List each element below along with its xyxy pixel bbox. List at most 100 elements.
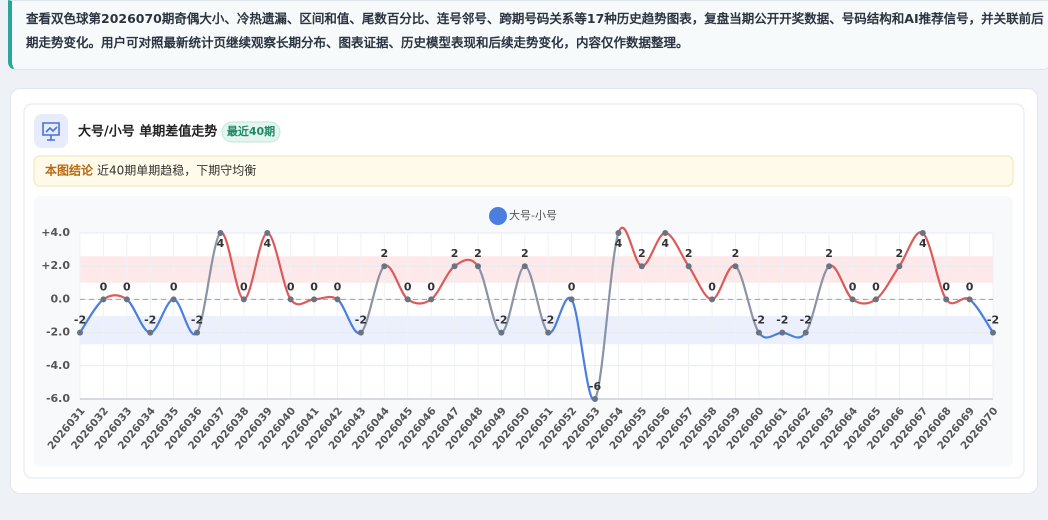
point: [334, 296, 341, 303]
point: [755, 329, 762, 336]
point: [615, 230, 622, 236]
point: [240, 296, 247, 303]
value-label: 0: [100, 280, 108, 293]
point: [194, 329, 201, 336]
value-label: -2: [753, 314, 765, 327]
value-label: -2: [144, 314, 156, 327]
value-label: 0: [310, 280, 318, 293]
value-label: 2: [896, 247, 904, 260]
point: [990, 329, 996, 336]
icon-bg: [34, 114, 68, 148]
value-label: 0: [849, 280, 857, 293]
value-label: -6: [589, 380, 602, 393]
value-label: 0: [942, 280, 950, 293]
point: [498, 329, 505, 336]
point: [545, 329, 552, 336]
point: [966, 296, 973, 303]
y-tick-label: +2.0: [41, 259, 70, 272]
value-label: 0: [708, 280, 716, 293]
value-label: 4: [263, 237, 271, 250]
value-label: 0: [404, 280, 412, 293]
conclusion-label: 本图结论: [45, 163, 94, 178]
value-label: 2: [381, 247, 389, 260]
point: [849, 296, 856, 303]
value-label: 4: [661, 237, 669, 250]
legend-swatch: [489, 207, 507, 225]
point: [685, 263, 692, 270]
point: [896, 263, 903, 270]
line-segment: [196, 232, 222, 334]
band: [80, 316, 993, 345]
value-label: 4: [217, 237, 225, 250]
banner: 查看双色球第2026070期奇偶大小、冷热遗漏、区间和值、尾数百分比、连号邻号、…: [8, 0, 1048, 70]
line-segment: [360, 265, 386, 334]
badge-bg: [221, 121, 281, 143]
point: [474, 263, 481, 270]
point: [123, 296, 130, 303]
point: [311, 296, 318, 303]
point: [428, 296, 435, 303]
badge: 最近40期: [227, 124, 275, 138]
point: [521, 263, 528, 270]
point: [826, 263, 833, 270]
point: [381, 263, 388, 270]
point: [872, 296, 879, 303]
y-tick-label: -2.0: [46, 326, 70, 339]
point: [217, 230, 224, 236]
y-tick-label: -4.0: [46, 359, 70, 372]
value-label: -2: [495, 314, 507, 327]
point: [100, 296, 107, 303]
point: [638, 263, 645, 270]
point: [451, 263, 458, 270]
value-label: -2: [191, 314, 203, 327]
point: [170, 296, 177, 303]
point: [709, 296, 716, 303]
legend-label: 大号-小号: [509, 208, 557, 222]
point: [357, 329, 364, 336]
point: [404, 296, 411, 303]
point: [77, 329, 83, 336]
value-label: 2: [825, 247, 833, 260]
value-label: 4: [919, 237, 927, 250]
point: [732, 263, 739, 270]
value-label: -2: [987, 314, 999, 327]
value-label: 4: [615, 237, 623, 250]
value-label: 0: [334, 280, 342, 293]
value-label: 0: [966, 280, 974, 293]
value-label: -2: [542, 314, 554, 327]
value-label: 0: [123, 280, 131, 293]
conclusion: 近40期单期趋稳，下期守均衡: [97, 163, 256, 178]
value-label: -2: [74, 314, 86, 327]
value-label: 2: [474, 247, 482, 260]
line-segment: [921, 232, 948, 301]
y-tick-label: +4.0: [41, 226, 70, 239]
value-label: 2: [451, 247, 459, 260]
y-tick-label: 0.0: [51, 292, 71, 305]
point: [568, 296, 575, 303]
value-label: -2: [800, 314, 812, 327]
value-label: 0: [240, 280, 248, 293]
point: [802, 329, 809, 336]
value-label: 0: [170, 280, 178, 293]
point: [943, 296, 950, 303]
icon: [42, 122, 60, 141]
band: [80, 256, 993, 283]
value-label: -2: [776, 314, 788, 327]
value-label: 0: [872, 280, 880, 293]
value-label: -2: [355, 314, 367, 327]
value-label: 2: [638, 247, 646, 260]
point: [919, 230, 926, 236]
value-label: 2: [521, 247, 529, 260]
value-label: 0: [568, 280, 576, 293]
y-tick-label: -6.0: [46, 392, 70, 405]
chart-title: 大号/小号 单期差值走势: [78, 124, 217, 140]
point: [264, 230, 271, 236]
line-segment: [594, 232, 620, 400]
point: [592, 396, 599, 402]
value-label: 2: [685, 247, 693, 260]
conclusion-box: [33, 155, 1014, 187]
line-segment: [804, 265, 830, 334]
line-segment: [734, 265, 760, 334]
